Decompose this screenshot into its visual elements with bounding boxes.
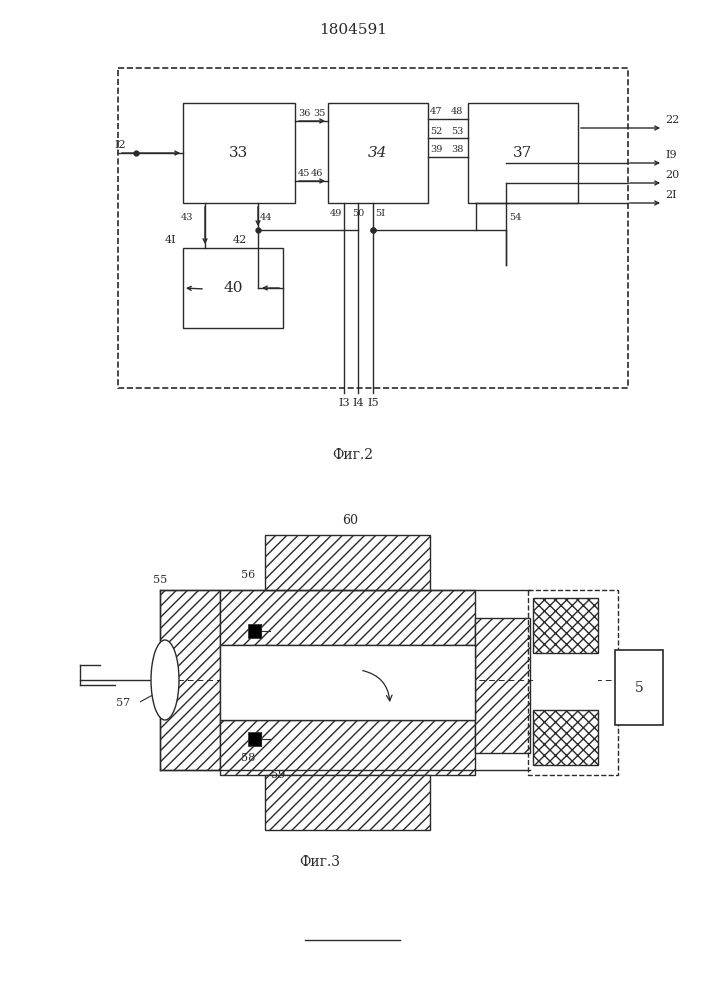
- Text: 55: 55: [153, 575, 167, 585]
- Text: 33: 33: [229, 146, 249, 160]
- Text: 5: 5: [635, 680, 643, 694]
- Text: 44: 44: [260, 214, 272, 223]
- Text: 20: 20: [665, 170, 679, 180]
- Bar: [220, 720, 475, 775]
- Bar: [183, 248, 283, 328]
- Bar: [533, 658, 598, 703]
- Text: 46: 46: [311, 169, 323, 178]
- Text: 54: 54: [509, 214, 521, 223]
- Text: 2I: 2I: [665, 190, 677, 200]
- Text: 37: 37: [513, 146, 532, 160]
- Bar: [248, 732, 261, 746]
- Bar: [328, 103, 428, 203]
- Text: 4I: 4I: [165, 235, 177, 245]
- Text: 40: 40: [223, 281, 243, 295]
- Text: 42: 42: [233, 235, 247, 245]
- Text: Фиг.2: Фиг.2: [332, 448, 373, 462]
- Bar: [220, 590, 475, 645]
- Text: I5: I5: [367, 398, 379, 408]
- Bar: [265, 775, 430, 830]
- Text: 36: 36: [298, 109, 310, 118]
- Text: I2: I2: [114, 140, 126, 150]
- Bar: [183, 103, 295, 203]
- Text: 53: 53: [451, 126, 463, 135]
- Text: Фиг.3: Фиг.3: [300, 855, 341, 869]
- Text: 38: 38: [451, 145, 463, 154]
- Bar: [615, 650, 663, 725]
- Text: 45: 45: [298, 169, 310, 178]
- Text: 43: 43: [180, 214, 193, 223]
- Text: 47: 47: [430, 107, 443, 116]
- Text: 39: 39: [430, 145, 443, 154]
- Text: 52: 52: [430, 126, 443, 135]
- Text: 22: 22: [665, 115, 679, 125]
- Text: 35: 35: [313, 109, 325, 118]
- Bar: [220, 645, 475, 720]
- Bar: [468, 103, 578, 203]
- Text: 56: 56: [241, 570, 255, 580]
- Text: 50: 50: [352, 209, 364, 218]
- Bar: [265, 535, 430, 590]
- Text: 48: 48: [451, 107, 463, 116]
- Text: 58: 58: [241, 753, 255, 763]
- Bar: [118, 68, 628, 388]
- Bar: [248, 624, 261, 638]
- Text: 57: 57: [116, 698, 130, 708]
- Bar: [528, 590, 618, 775]
- Text: I9: I9: [665, 150, 677, 160]
- Text: 59: 59: [271, 770, 285, 780]
- Text: 49: 49: [329, 209, 342, 218]
- Ellipse shape: [151, 640, 179, 720]
- Text: 5I: 5I: [375, 209, 385, 218]
- Text: I3: I3: [338, 398, 350, 408]
- Bar: [160, 590, 220, 770]
- Text: 1804591: 1804591: [319, 23, 387, 37]
- Bar: [533, 598, 598, 653]
- Text: 34: 34: [368, 146, 387, 160]
- Bar: [475, 618, 530, 753]
- Bar: [533, 710, 598, 765]
- Text: I4: I4: [352, 398, 364, 408]
- Text: 60: 60: [342, 514, 358, 526]
